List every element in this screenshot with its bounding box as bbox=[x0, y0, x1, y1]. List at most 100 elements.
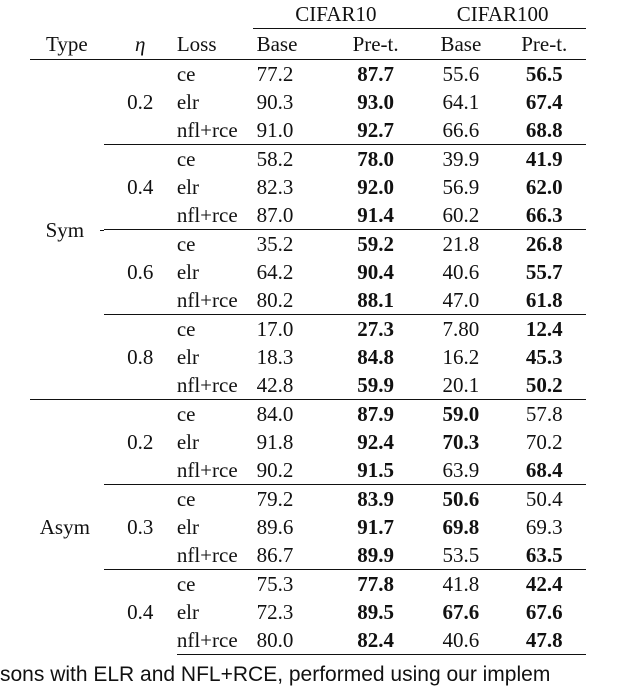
value-cifar100-pretrained: 50.4 bbox=[502, 484, 586, 513]
loss-name: nfl+rce bbox=[176, 458, 238, 482]
value-cifar100-base: 55.6 bbox=[419, 59, 503, 88]
table-row: nfl+rce 90.2 91.5 63.9 68.4 bbox=[30, 456, 586, 485]
value-cifar10-pretrained: 84.8 bbox=[357, 345, 394, 369]
asym-type-label: Asym bbox=[39, 515, 94, 540]
value-cifar100-base: 39.9 bbox=[419, 144, 503, 173]
value-cifar100-pretrained: 66.3 bbox=[525, 203, 563, 227]
value-cifar100-base: 67.6 bbox=[442, 600, 480, 624]
value-cifar100-base: 47.0 bbox=[442, 288, 480, 312]
value-cifar10-base: 90.3 bbox=[256, 90, 294, 114]
empty-header-cell bbox=[104, 0, 177, 29]
loss-name: elr bbox=[176, 260, 199, 284]
loss-name: nfl+rce bbox=[176, 543, 238, 567]
value-cifar10-base: 64.2 bbox=[256, 260, 294, 284]
value-cifar100-pretrained: 42.4 bbox=[502, 569, 586, 598]
value-cifar100-pretrained: 61.8 bbox=[525, 288, 563, 312]
value-cifar10-pretrained: 78.0 bbox=[331, 144, 420, 173]
value-cifar100-pretrained: 57.8 bbox=[502, 399, 586, 428]
value-cifar10-pretrained: 92.0 bbox=[357, 175, 394, 199]
results-table-container: CIFAR10 CIFAR100 Type η Loss Base Pre-t.… bbox=[30, 0, 586, 655]
group-header-row: CIFAR10 CIFAR100 bbox=[30, 0, 586, 29]
empty-header-cell bbox=[177, 0, 253, 29]
table-row: elr 72.3 89.5 67.6 67.6 bbox=[30, 598, 586, 626]
loss-name: nfl+rce bbox=[176, 203, 238, 227]
loss-name: elr bbox=[176, 515, 199, 539]
table-row: Sym 0.2 ce 77.2 87.7 55.6 56.5 bbox=[30, 59, 586, 242]
table-row: nfl+rce 80.0 82.4 40.6 47.8 bbox=[30, 626, 586, 655]
value-cifar10-base: 86.7 bbox=[256, 543, 294, 567]
loss-name: elr bbox=[176, 175, 199, 199]
header-cifar100-base: Base bbox=[419, 28, 503, 60]
value-cifar100-pretrained: 50.2 bbox=[525, 373, 563, 397]
header-cifar10-pretrained: Pre-t. bbox=[331, 28, 420, 60]
value-cifar10-pretrained: 59.9 bbox=[357, 373, 394, 397]
value-cifar10-pretrained: 91.5 bbox=[357, 458, 394, 482]
value-cifar10-pretrained: 83.9 bbox=[331, 484, 420, 513]
table-body: CIFAR10 CIFAR100 Type η Loss Base Pre-t.… bbox=[30, 0, 586, 655]
value-cifar10-pretrained: 59.2 bbox=[331, 229, 420, 258]
value-cifar100-base: 7.80 bbox=[419, 314, 503, 343]
value-cifar10-pretrained: 93.0 bbox=[357, 90, 394, 114]
loss-name: ce bbox=[176, 229, 253, 258]
value-cifar10-base: 80.0 bbox=[252, 626, 332, 655]
table-row: 0.3 ce 79.2 83.9 50.6 50.4 bbox=[30, 484, 586, 570]
loss-name: elr bbox=[176, 600, 199, 624]
eta-value: 0.8 bbox=[103, 314, 177, 400]
table-row: nfl+rce 91.0 92.7 66.6 68.8 bbox=[30, 116, 586, 145]
value-cifar10-pretrained: 89.5 bbox=[357, 600, 394, 624]
value-cifar10-base: 18.3 bbox=[256, 345, 294, 369]
value-cifar100-base: 66.6 bbox=[442, 118, 480, 142]
value-cifar100-pretrained: 70.2 bbox=[525, 430, 563, 454]
value-cifar100-pretrained: 12.4 bbox=[502, 314, 586, 343]
value-cifar100-pretrained: 67.4 bbox=[525, 90, 563, 114]
value-cifar10-base: 58.2 bbox=[252, 144, 332, 173]
header-cifar100-pretrained: Pre-t. bbox=[502, 28, 586, 60]
value-cifar10-base: 17.0 bbox=[252, 314, 332, 343]
value-cifar10-base: 75.3 bbox=[252, 569, 332, 598]
sym-type-cell: Sym bbox=[30, 60, 104, 400]
value-cifar100-base: 40.6 bbox=[442, 260, 480, 284]
value-cifar10-pretrained: 91.4 bbox=[357, 203, 394, 227]
header-cifar10-base: Base bbox=[252, 28, 332, 60]
empty-header-cell bbox=[30, 0, 104, 29]
table-row: nfl+rce 87.0 91.4 60.2 66.3 bbox=[30, 201, 586, 230]
value-cifar100-base: 20.1 bbox=[442, 373, 480, 397]
loss-name: ce bbox=[176, 569, 253, 598]
value-cifar100-pretrained: 47.8 bbox=[502, 626, 586, 655]
value-cifar10-base: 35.2 bbox=[252, 229, 332, 258]
loss-name: elr bbox=[176, 345, 199, 369]
value-cifar10-base: 82.3 bbox=[256, 175, 294, 199]
eta-value: 0.4 bbox=[103, 569, 177, 655]
loss-name: ce bbox=[176, 399, 253, 428]
value-cifar100-pretrained: 63.5 bbox=[525, 543, 563, 567]
value-cifar100-base: 50.6 bbox=[419, 484, 503, 513]
value-cifar100-pretrained: 69.3 bbox=[525, 515, 563, 539]
value-cifar100-base: 41.8 bbox=[419, 569, 503, 598]
header-eta: η bbox=[103, 28, 177, 60]
value-cifar100-base: 63.9 bbox=[442, 458, 480, 482]
value-cifar100-pretrained: 67.6 bbox=[525, 600, 563, 624]
table-row: elr 64.2 90.4 40.6 55.7 bbox=[30, 258, 586, 286]
value-cifar10-base: 90.2 bbox=[256, 458, 294, 482]
value-cifar10-pretrained: 90.4 bbox=[357, 260, 394, 284]
value-cifar100-pretrained: 26.8 bbox=[502, 229, 586, 258]
value-cifar10-base: 42.8 bbox=[256, 373, 294, 397]
loss-name: nfl+rce bbox=[176, 626, 253, 655]
value-cifar10-base: 79.2 bbox=[252, 484, 332, 513]
value-cifar100-base: 59.0 bbox=[419, 399, 503, 428]
value-cifar100-pretrained: 68.8 bbox=[525, 118, 563, 142]
table-row: 0.8 ce 17.0 27.3 7.80 12.4 bbox=[30, 314, 586, 400]
table-row: elr 90.3 93.0 64.1 67.4 bbox=[30, 88, 586, 116]
figure-caption: sons with ELR and NFL+RCE, performed usi… bbox=[0, 663, 551, 686]
asym-type-cell: Asym bbox=[30, 399, 104, 655]
value-cifar100-pretrained: 41.9 bbox=[502, 144, 586, 173]
group-header-cifar100: CIFAR100 bbox=[419, 0, 586, 29]
value-cifar100-base: 70.3 bbox=[442, 430, 480, 454]
loss-name: ce bbox=[176, 314, 253, 343]
table-row: elr 18.3 84.8 16.2 45.3 bbox=[30, 343, 586, 371]
loss-name: nfl+rce bbox=[176, 118, 238, 142]
table-row: nfl+rce 42.8 59.9 20.1 50.2 bbox=[30, 371, 586, 400]
value-cifar10-pretrained: 27.3 bbox=[331, 314, 420, 343]
value-cifar100-base: 60.2 bbox=[442, 203, 480, 227]
value-cifar100-pretrained: 45.3 bbox=[525, 345, 563, 369]
